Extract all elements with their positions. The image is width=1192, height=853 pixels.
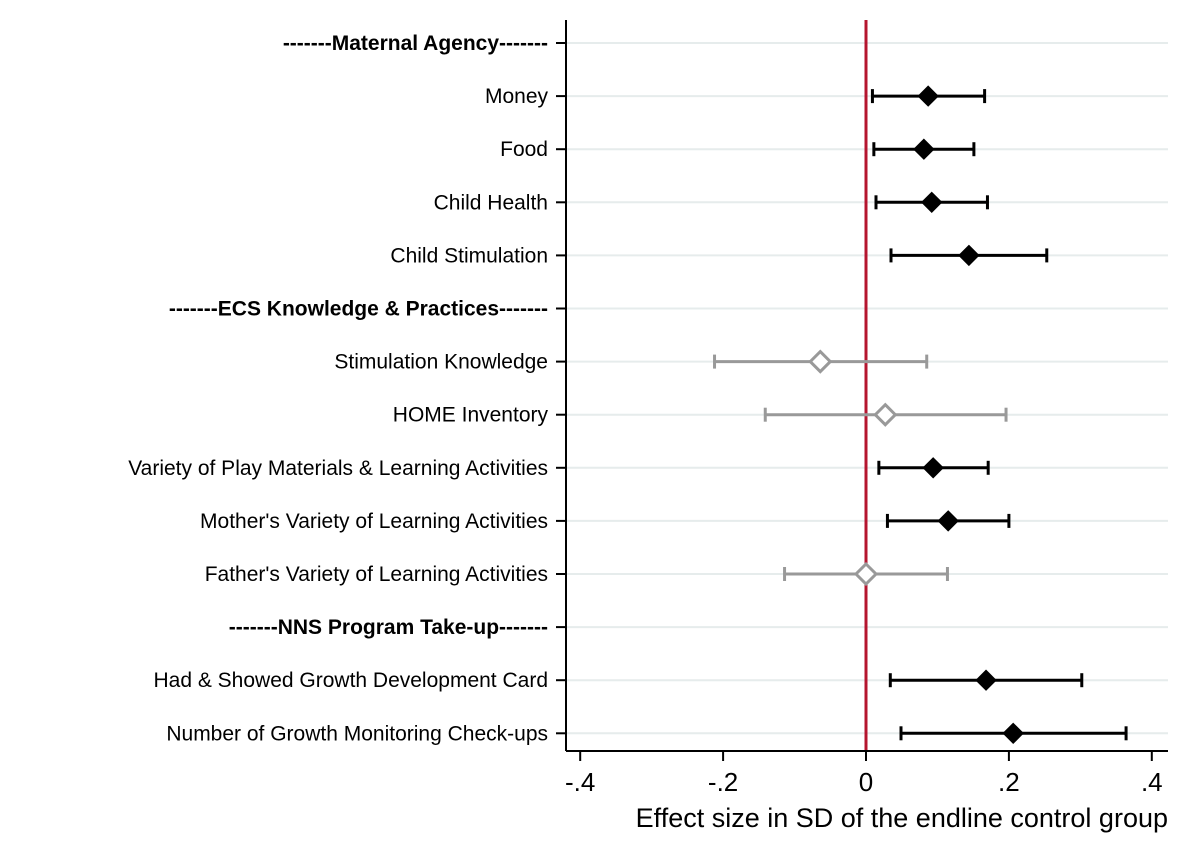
estimate-row bbox=[763, 402, 1008, 427]
point-estimate-marker bbox=[853, 561, 879, 587]
category-label: Child Stimulation bbox=[390, 244, 548, 267]
category-label: HOME Inventory bbox=[393, 404, 549, 427]
category-label: Money bbox=[485, 85, 549, 108]
estimate-row bbox=[877, 457, 990, 479]
point-estimate-marker bbox=[873, 402, 898, 427]
point-estimate-marker bbox=[921, 191, 943, 214]
x-tick-label: -.2 bbox=[708, 767, 738, 797]
x-tick-label: -.4 bbox=[565, 767, 595, 797]
estimate-row bbox=[888, 669, 1084, 691]
point-estimate-marker bbox=[917, 85, 939, 107]
point-estimate-marker bbox=[808, 349, 833, 374]
x-tick-label: 0 bbox=[859, 767, 873, 797]
x-tick-label: .4 bbox=[1141, 767, 1163, 797]
category-label: Food bbox=[500, 138, 548, 161]
section-header-label: -------Maternal Agency------- bbox=[283, 32, 548, 55]
section-header-label: -------ECS Knowledge & Practices------- bbox=[169, 298, 548, 321]
category-label: Child Health bbox=[434, 191, 548, 214]
point-estimate-marker bbox=[937, 510, 959, 532]
point-estimate-marker bbox=[922, 457, 944, 479]
category-label: Variety of Play Materials & Learning Act… bbox=[128, 457, 548, 480]
point-estimate-marker bbox=[975, 669, 997, 691]
category-label: Mother's Variety of Learning Activities bbox=[200, 510, 548, 533]
point-estimate-marker bbox=[958, 244, 980, 267]
estimate-row bbox=[889, 244, 1049, 267]
estimate-row bbox=[899, 722, 1128, 745]
estimate-row bbox=[713, 349, 929, 374]
estimate-row bbox=[885, 510, 1011, 532]
category-label: Had & Showed Growth Development Card bbox=[153, 669, 548, 692]
estimate-row bbox=[783, 561, 949, 587]
category-label: Father's Variety of Learning Activities bbox=[205, 563, 548, 586]
estimate-row bbox=[874, 191, 989, 214]
category-label: Number of Growth Monitoring Check-ups bbox=[166, 722, 548, 745]
estimate-row bbox=[872, 138, 976, 160]
estimate-row bbox=[870, 85, 987, 107]
y-ticks bbox=[556, 42, 566, 735]
point-estimate-marker bbox=[1002, 722, 1024, 745]
x-axis-title: Effect size in SD of the endline control… bbox=[636, 803, 1168, 833]
x-tick-label: .2 bbox=[998, 767, 1020, 797]
section-header-label: -------NNS Program Take-up------- bbox=[229, 616, 548, 639]
category-labels: -------Maternal Agency------- Money Food Ch… bbox=[128, 32, 548, 745]
category-label: Stimulation Knowledge bbox=[334, 351, 548, 374]
x-ticks: -.4 -.2 0 .2 .4 bbox=[565, 751, 1163, 797]
point-estimate-marker bbox=[913, 138, 935, 160]
estimates bbox=[713, 85, 1128, 745]
